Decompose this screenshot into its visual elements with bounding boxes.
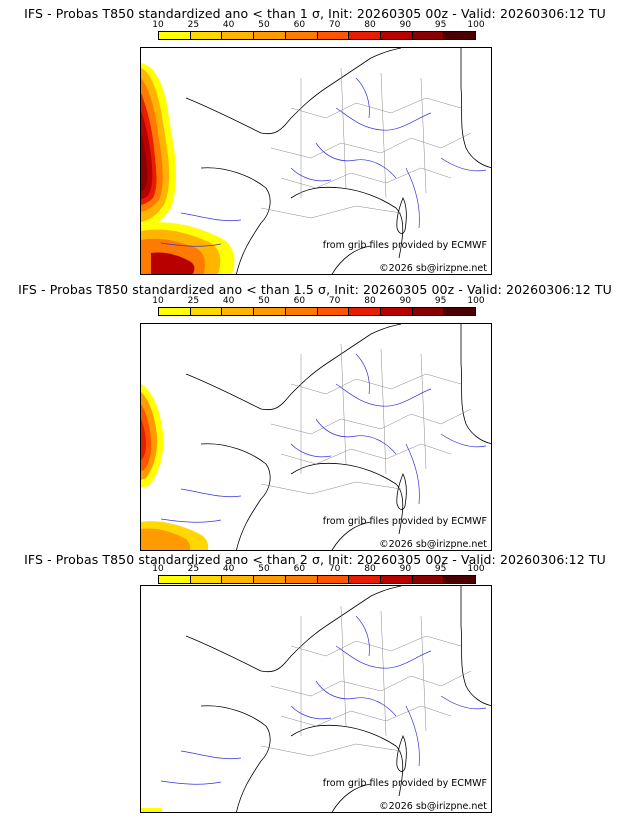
legend-tick-label: 50 [258, 296, 270, 306]
country-borders [260, 605, 472, 757]
legend-color-swatch [222, 308, 255, 315]
panel-3: IFS - Probas T850 standardized ano < tha… [0, 552, 630, 828]
legend-color-swatch [380, 32, 413, 39]
legend-color-swatch [412, 308, 445, 315]
legend-color-swatch [317, 308, 350, 315]
data-source-credit: from grib files provided by ECMWF [322, 778, 487, 789]
probability-shading [141, 808, 163, 812]
legend-tick-label: 40 [222, 564, 235, 574]
legend-color-swatch [222, 576, 255, 583]
legend-ticks: 10 25 40 50 60 70 80 90 95 100 [152, 20, 484, 30]
legend-tick-label: 95 [434, 20, 447, 30]
legend-tick-label: 60 [293, 20, 306, 30]
legend-color-swatch [349, 32, 381, 39]
legend-tick-label: 80 [364, 296, 376, 306]
country-borders [260, 343, 472, 495]
legend-color-swatch [254, 32, 286, 39]
legend-tick-label: 80 [364, 564, 376, 574]
coastlines [185, 324, 491, 550]
legend-tick-label: 25 [187, 296, 200, 306]
legend-color-swatch [285, 308, 318, 315]
copyright-credit: ©2026 sb@irizpne.net [379, 539, 487, 550]
legend-tick-label: 95 [434, 564, 447, 574]
legend-color-swatch [222, 32, 255, 39]
coastlines [185, 48, 491, 274]
legend-tick-label: 40 [222, 20, 235, 30]
legend-tick-label: 70 [328, 20, 341, 30]
legend-color-swatch [159, 32, 191, 39]
legend-ticks: 10 25 40 50 60 70 80 90 95 100 [152, 296, 484, 306]
legend-color-swatch [159, 308, 191, 315]
map-drawing [141, 48, 491, 274]
legend-colorbar [158, 31, 476, 40]
legend-colorbar [158, 307, 476, 316]
legend-tick-label: 90 [399, 20, 412, 30]
color-legend: 10 25 40 50 60 70 80 90 95 100 [152, 20, 485, 44]
probability-map: from grib files provided by ECMWF ©2026 … [140, 323, 492, 551]
rivers [160, 615, 487, 785]
legend-tick-label: 50 [258, 564, 270, 574]
legend-color-swatch [254, 576, 286, 583]
legend-color-swatch [254, 308, 286, 315]
legend-tick-label: 50 [258, 20, 270, 30]
legend-color-swatch [412, 576, 445, 583]
legend-color-swatch [190, 308, 223, 315]
map-drawing [141, 586, 491, 812]
legend-tick-label: 90 [399, 296, 412, 306]
legend-color-swatch [159, 576, 191, 583]
legend-tick-label: 25 [187, 20, 200, 30]
legend-color-swatch [380, 576, 413, 583]
legend-color-swatch [285, 576, 318, 583]
map-title: IFS - Probas T850 standardized ano < tha… [18, 282, 612, 297]
legend-color-swatch [444, 32, 476, 39]
map-title: IFS - Probas T850 standardized ano < tha… [24, 552, 606, 567]
legend-tick-label: 10 [152, 296, 164, 306]
rivers [160, 77, 487, 247]
legend-colorbar [158, 575, 476, 584]
legend-color-swatch [349, 576, 381, 583]
legend-tick-label: 25 [187, 564, 200, 574]
legend-color-swatch [412, 32, 445, 39]
copyright-credit: ©2026 sb@irizpne.net [379, 801, 487, 812]
probability-shading [141, 384, 209, 550]
rivers [160, 353, 487, 523]
legend-tick-label: 90 [399, 564, 412, 574]
data-source-credit: from grib files provided by ECMWF [322, 516, 487, 527]
map-drawing [141, 324, 491, 550]
legend-tick-label: 60 [293, 296, 306, 306]
coastlines [185, 586, 491, 812]
legend-tick-label: 70 [328, 564, 341, 574]
legend-tick-label: 10 [152, 20, 164, 30]
legend-color-swatch [380, 308, 413, 315]
legend-tick-label: 80 [364, 20, 376, 30]
legend-tick-label: 100 [467, 296, 485, 306]
legend-tick-label: 60 [293, 564, 306, 574]
country-borders [260, 67, 472, 219]
legend-color-swatch [190, 32, 223, 39]
map-title: IFS - Probas T850 standardized ano < tha… [24, 6, 606, 21]
legend-tick-label: 10 [152, 564, 164, 574]
legend-tick-label: 40 [222, 296, 235, 306]
legend-color-swatch [190, 576, 223, 583]
legend-color-swatch [444, 308, 476, 315]
legend-ticks: 10 25 40 50 60 70 80 90 95 100 [152, 564, 484, 574]
legend-color-swatch [349, 308, 381, 315]
probability-shading [141, 63, 235, 274]
legend-color-swatch [317, 576, 350, 583]
legend-tick-label: 100 [467, 20, 485, 30]
legend-tick-label: 100 [467, 564, 485, 574]
copyright-credit: ©2026 sb@irizpne.net [379, 263, 487, 274]
panel-2: IFS - Probas T850 standardized ano < tha… [0, 276, 630, 552]
probability-map: from grib files provided by ECMWF ©2026 … [140, 585, 492, 813]
legend-color-swatch [317, 32, 350, 39]
legend-tick-label: 70 [328, 296, 341, 306]
color-legend: 10 25 40 50 60 70 80 90 95 100 [152, 296, 485, 320]
legend-tick-label: 95 [434, 296, 447, 306]
legend-color-swatch [285, 32, 318, 39]
legend-color-swatch [444, 576, 476, 583]
probability-map: from grib files provided by ECMWF ©2026 … [140, 47, 492, 275]
panel-1: IFS - Probas T850 standardized ano < tha… [0, 0, 630, 276]
color-legend: 10 25 40 50 60 70 80 90 95 100 [152, 564, 485, 588]
data-source-credit: from grib files provided by ECMWF [322, 240, 487, 251]
